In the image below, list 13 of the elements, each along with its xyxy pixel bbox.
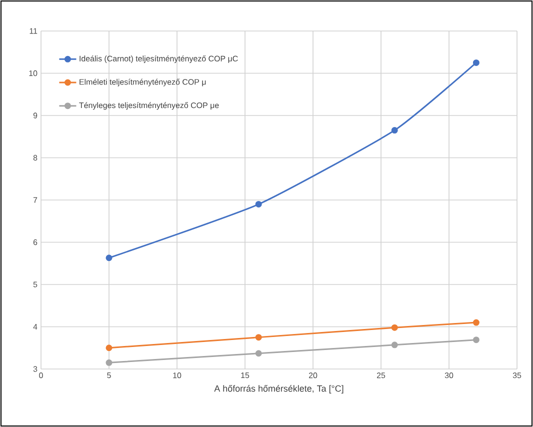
point	[391, 127, 398, 134]
point	[391, 342, 398, 348]
point	[106, 254, 112, 262]
point	[106, 344, 112, 352]
point	[472, 319, 480, 326]
point	[472, 59, 480, 66]
point	[255, 200, 262, 208]
x-axis-title: A hőforrás hőmérséklete, Ta [°C]	[214, 384, 344, 394]
point	[255, 334, 262, 341]
point	[391, 324, 398, 331]
point	[106, 359, 112, 366]
point	[255, 350, 262, 357]
point	[472, 336, 480, 344]
